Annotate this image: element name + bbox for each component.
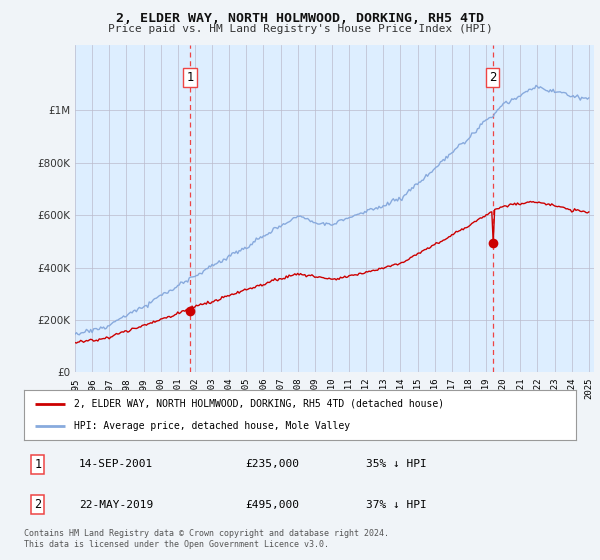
Text: 2, ELDER WAY, NORTH HOLMWOOD, DORKING, RH5 4TD (detached house): 2, ELDER WAY, NORTH HOLMWOOD, DORKING, R… <box>74 399 444 409</box>
Text: 2: 2 <box>34 498 41 511</box>
Text: 1: 1 <box>186 71 194 84</box>
Text: £235,000: £235,000 <box>245 459 299 469</box>
Text: 35% ↓ HPI: 35% ↓ HPI <box>366 459 427 469</box>
Text: 1: 1 <box>34 458 41 471</box>
Text: 37% ↓ HPI: 37% ↓ HPI <box>366 500 427 510</box>
Text: 2: 2 <box>489 71 496 84</box>
Text: HPI: Average price, detached house, Mole Valley: HPI: Average price, detached house, Mole… <box>74 421 350 431</box>
Text: 14-SEP-2001: 14-SEP-2001 <box>79 459 154 469</box>
Text: 22-MAY-2019: 22-MAY-2019 <box>79 500 154 510</box>
Text: Contains HM Land Registry data © Crown copyright and database right 2024.
This d: Contains HM Land Registry data © Crown c… <box>24 529 389 549</box>
Text: 2, ELDER WAY, NORTH HOLMWOOD, DORKING, RH5 4TD: 2, ELDER WAY, NORTH HOLMWOOD, DORKING, R… <box>116 12 484 25</box>
Text: £495,000: £495,000 <box>245 500 299 510</box>
Text: Price paid vs. HM Land Registry's House Price Index (HPI): Price paid vs. HM Land Registry's House … <box>107 24 493 34</box>
